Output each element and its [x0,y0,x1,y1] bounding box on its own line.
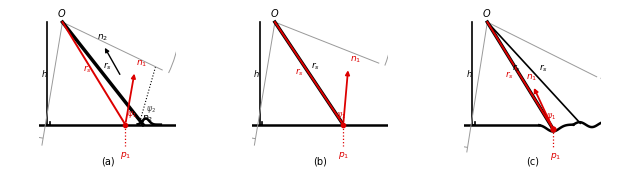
Text: $n_1$: $n_1$ [527,73,538,83]
Text: $n_2$: $n_2$ [97,33,108,43]
Text: $p_1$: $p_1$ [550,151,561,162]
Text: $r_s$: $r_s$ [511,63,520,74]
Text: $\psi_1$: $\psi_1$ [127,109,136,120]
Text: $r_s$: $r_s$ [295,66,304,78]
Text: $h$: $h$ [465,68,472,79]
Text: $O$: $O$ [269,7,279,19]
Text: $p_1$: $p_1$ [120,150,131,161]
Text: $r_s$: $r_s$ [312,61,321,72]
Text: $p_1$: $p_1$ [338,150,349,161]
Text: $n_1$: $n_1$ [350,55,361,65]
Text: $r_s$: $r_s$ [83,64,92,75]
Text: $O$: $O$ [482,7,492,19]
Text: $\psi_1$: $\psi_1$ [336,110,346,120]
Text: $h$: $h$ [41,68,47,79]
Text: (b): (b) [313,156,327,166]
Text: $r_s$: $r_s$ [539,63,548,74]
Text: $O$: $O$ [57,7,67,19]
Text: $\psi_1$: $\psi_1$ [546,111,556,122]
Text: $p_2$: $p_2$ [143,113,154,124]
Text: (a): (a) [100,156,115,166]
Text: $\psi_2$: $\psi_2$ [146,104,156,115]
Text: $r_s$: $r_s$ [505,70,514,81]
Text: $r_s$: $r_s$ [103,61,112,72]
Text: $h$: $h$ [253,68,260,79]
Text: (c): (c) [526,156,539,166]
Text: $n_1$: $n_1$ [136,58,147,69]
